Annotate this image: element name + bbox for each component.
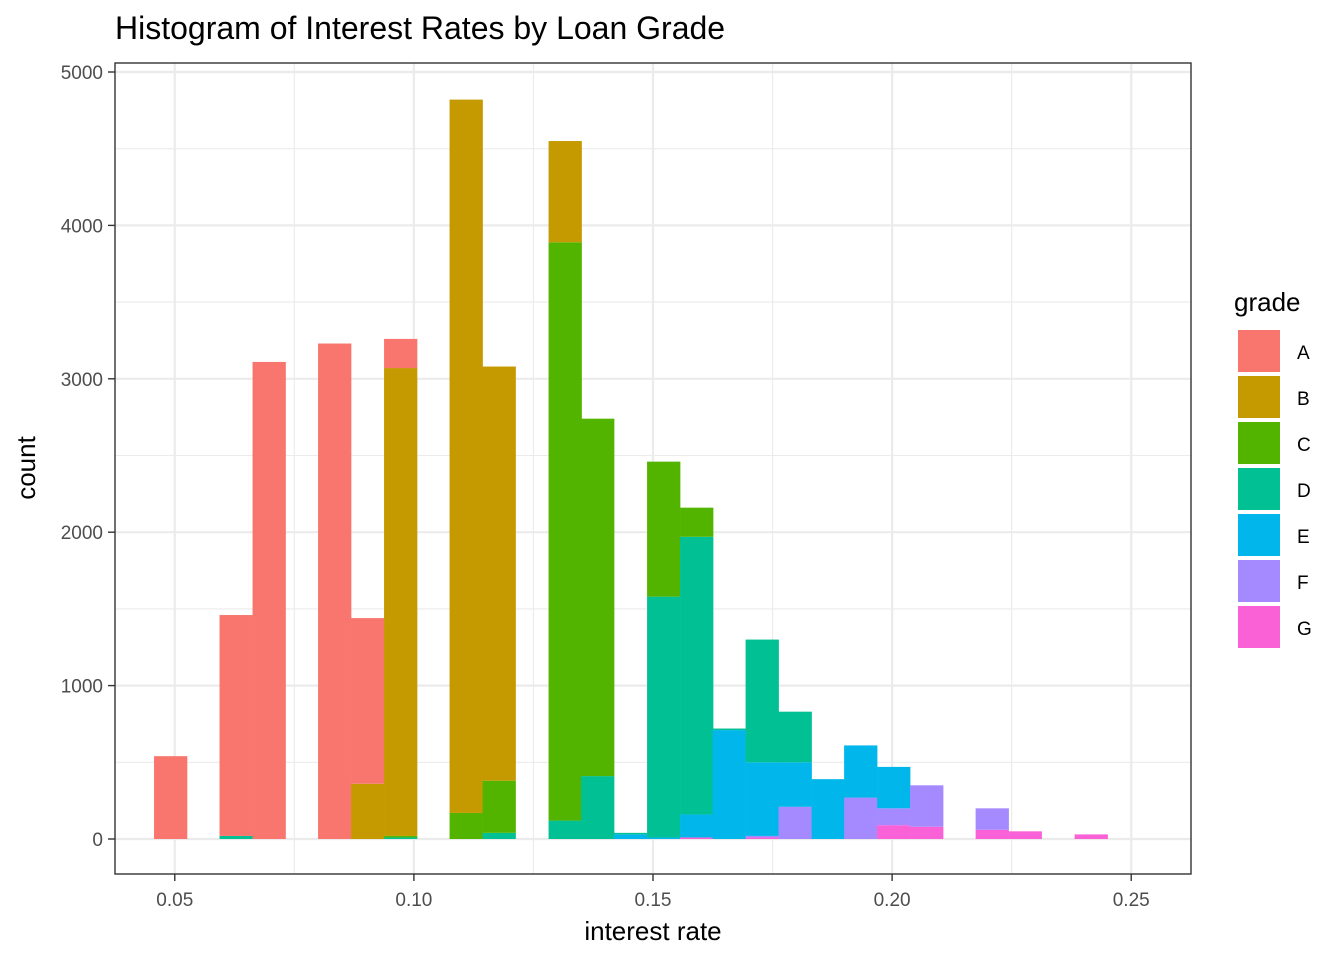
legend-label: G	[1297, 619, 1312, 640]
legend-label: E	[1297, 527, 1310, 548]
legend-key-g	[1238, 606, 1280, 648]
y-axis: 0 1000 2000 3000 4000 5000	[61, 63, 115, 851]
bar-grade-d	[778, 711, 812, 763]
legend-label: B	[1297, 389, 1310, 410]
bar-grade-e	[712, 730, 746, 839]
y-tick-label: 5000	[61, 63, 103, 84]
bar-grade-g	[1074, 834, 1108, 839]
legend-title: grade	[1234, 287, 1301, 317]
legend-key-f	[1238, 560, 1280, 602]
bar-grade-d	[219, 835, 253, 839]
legend-key-a	[1238, 330, 1280, 372]
bar-grade-g	[975, 829, 1009, 839]
bar-grade-b	[548, 141, 582, 243]
bar-grade-e	[614, 834, 648, 839]
x-tick-label: 0.15	[635, 890, 672, 911]
bar-grade-g	[910, 826, 944, 839]
bar-grade-b	[449, 99, 483, 813]
x-axis: 0.05 0.10 0.15 0.20 0.25	[156, 874, 1150, 911]
bar-grade-d	[647, 596, 681, 838]
legend-key-e	[1238, 514, 1280, 556]
bar-grade-a	[384, 338, 418, 369]
bar-grade-d	[482, 832, 516, 839]
y-tick-label: 1000	[61, 677, 103, 698]
bar-grade-d	[581, 776, 615, 839]
bar-grade-e	[877, 766, 911, 809]
bar-grade-a	[154, 756, 188, 839]
x-tick-label: 0.05	[156, 890, 193, 911]
bar-grade-g	[877, 825, 911, 839]
legend-items: A B C D E F G	[1238, 330, 1312, 648]
bar-grade-b	[351, 783, 385, 839]
x-axis-title: interest rate	[584, 916, 721, 946]
bar-grade-e	[844, 745, 878, 798]
legend-label: A	[1297, 343, 1310, 364]
y-tick-label: 2000	[61, 523, 103, 544]
legend-label: C	[1297, 435, 1311, 456]
legend-label: F	[1297, 573, 1309, 594]
legend: grade A B C D E F G	[1234, 287, 1312, 648]
bar-grade-d	[384, 837, 418, 839]
bar-grade-f	[745, 835, 779, 838]
y-tick-label: 3000	[61, 370, 103, 391]
x-tick-label: 0.25	[1113, 890, 1150, 911]
bar-grade-c	[482, 780, 516, 833]
legend-key-d	[1238, 468, 1280, 510]
bar-grade-c	[548, 242, 582, 821]
bar-grade-c	[449, 812, 483, 839]
bar-grade-d	[680, 536, 714, 815]
legend-key-b	[1238, 376, 1280, 418]
bar-grade-a	[318, 343, 352, 839]
y-axis-title: count	[11, 435, 41, 499]
legend-key-c	[1238, 422, 1280, 464]
bars	[154, 99, 1108, 839]
bar-grade-e	[811, 779, 845, 839]
bar-grade-e	[745, 762, 779, 836]
bar-grade-g	[745, 837, 779, 839]
bar-grade-e	[647, 837, 681, 839]
bar-grade-b	[384, 368, 418, 836]
bar-grade-c	[581, 418, 615, 777]
chart-title: Histogram of Interest Rates by Loan Grad…	[115, 10, 725, 46]
x-tick-label: 0.10	[395, 890, 432, 911]
bar-grade-d	[614, 832, 648, 835]
bar-grade-g	[1008, 831, 1042, 839]
legend-label: D	[1297, 481, 1311, 502]
bar-grade-c	[647, 461, 681, 597]
bar-grade-c	[384, 835, 418, 838]
y-tick-label: 4000	[61, 216, 103, 237]
bar-grade-f	[844, 797, 878, 839]
plot-panel	[114, 62, 1192, 875]
bar-grade-g	[680, 837, 714, 839]
bar-grade-f	[877, 808, 911, 826]
bar-grade-f	[778, 806, 812, 839]
bar-grade-d	[548, 820, 582, 839]
bar-grade-f	[910, 785, 944, 827]
bar-grade-b	[482, 366, 516, 781]
bar-grade-d	[745, 639, 779, 763]
bar-grade-e	[680, 814, 714, 838]
bar-grade-a	[252, 361, 286, 839]
x-tick-label: 0.20	[874, 890, 911, 911]
bar-grade-f	[975, 808, 1009, 830]
bar-grade-d	[712, 728, 746, 731]
bar-grade-e	[778, 762, 812, 807]
bar-grade-c	[680, 507, 714, 537]
bar-grade-a	[351, 618, 385, 784]
bar-grade-a	[219, 615, 253, 836]
y-tick-label: 0	[92, 830, 103, 851]
